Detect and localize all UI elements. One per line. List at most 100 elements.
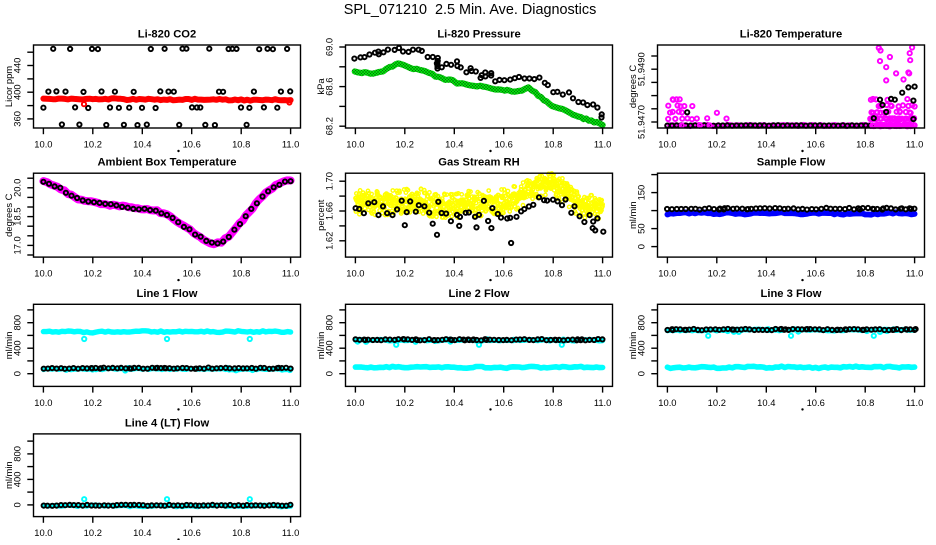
- svg-text:10.2: 10.2: [84, 268, 102, 279]
- svg-text:440: 440: [12, 58, 23, 74]
- svg-text:800: 800: [636, 315, 647, 331]
- svg-text:10.8: 10.8: [856, 139, 874, 150]
- svg-text:10.4: 10.4: [133, 139, 151, 150]
- svg-text:17.0: 17.0: [12, 236, 23, 254]
- svg-text:10.8: 10.8: [544, 139, 562, 150]
- svg-text:10.4: 10.4: [133, 268, 151, 279]
- svg-text:Line 3 Flow: Line 3 Flow: [761, 288, 822, 300]
- svg-text:10.0: 10.0: [658, 397, 676, 408]
- svg-text:10.8: 10.8: [232, 139, 250, 150]
- svg-text:Gas Stream RH: Gas Stream RH: [438, 157, 519, 169]
- svg-text:10.6: 10.6: [495, 139, 513, 150]
- svg-text:10.8: 10.8: [544, 397, 562, 408]
- svg-text:10.6: 10.6: [807, 397, 825, 408]
- svg-text:800: 800: [324, 315, 335, 331]
- svg-text:10.6: 10.6: [495, 268, 513, 279]
- svg-text:10.8: 10.8: [544, 268, 562, 279]
- svg-text:10.0: 10.0: [34, 139, 52, 150]
- svg-text:degrees C: degrees C: [627, 65, 638, 108]
- svg-text:10.6: 10.6: [807, 268, 825, 279]
- svg-text:69.0: 69.0: [324, 38, 335, 56]
- svg-text:10.2: 10.2: [708, 397, 726, 408]
- svg-text:18.5: 18.5: [12, 207, 23, 225]
- svg-text:11.0: 11.0: [906, 139, 924, 150]
- svg-text:Line 2 Flow: Line 2 Flow: [449, 288, 510, 300]
- svg-text:400: 400: [324, 340, 335, 356]
- svg-text:10.8: 10.8: [232, 397, 250, 408]
- svg-text:11.0: 11.0: [906, 268, 924, 279]
- svg-text:10.8: 10.8: [232, 268, 250, 279]
- svg-text:400: 400: [636, 340, 647, 356]
- svg-text:10.0: 10.0: [346, 139, 364, 150]
- svg-text:10.8: 10.8: [856, 268, 874, 279]
- svg-text:11.0: 11.0: [906, 397, 924, 408]
- svg-text:150: 150: [636, 185, 647, 201]
- svg-text:Li-820 CO2: Li-820 CO2: [138, 29, 196, 41]
- svg-text:degrees C: degrees C: [3, 193, 14, 236]
- svg-text:ml/min: ml/min: [627, 332, 638, 360]
- svg-text:1.66: 1.66: [324, 202, 335, 220]
- svg-text:ml/min: ml/min: [3, 332, 14, 360]
- svg-text:51.9470: 51.9470: [636, 105, 647, 139]
- svg-text:10.0: 10.0: [34, 397, 52, 408]
- svg-text:Licor ppm: Licor ppm: [3, 66, 14, 107]
- svg-text:360: 360: [12, 111, 23, 127]
- svg-text:11.0: 11.0: [594, 139, 612, 150]
- svg-text:11.0: 11.0: [594, 397, 612, 408]
- svg-text:0: 0: [12, 502, 23, 507]
- svg-text:10.2: 10.2: [396, 268, 414, 279]
- svg-text:10.0: 10.0: [34, 268, 52, 279]
- svg-text:Line 1 Flow: Line 1 Flow: [137, 288, 198, 300]
- svg-text:800: 800: [12, 315, 23, 331]
- svg-text:ml/min: ml/min: [3, 461, 14, 489]
- svg-text:11.0: 11.0: [594, 268, 612, 279]
- svg-text:800: 800: [12, 446, 23, 462]
- svg-text:10.4: 10.4: [757, 397, 775, 408]
- svg-text:10.6: 10.6: [495, 397, 513, 408]
- svg-text:10.4: 10.4: [445, 268, 463, 279]
- svg-text:0: 0: [636, 244, 647, 249]
- svg-text:10.4: 10.4: [445, 139, 463, 150]
- svg-text:10.0: 10.0: [346, 268, 364, 279]
- svg-text:10.2: 10.2: [84, 527, 102, 538]
- svg-text:51.9490: 51.9490: [636, 52, 647, 86]
- svg-text:10.2: 10.2: [708, 268, 726, 279]
- svg-text:0: 0: [636, 371, 647, 376]
- svg-text:10.0: 10.0: [34, 527, 52, 538]
- svg-text:10.2: 10.2: [84, 139, 102, 150]
- svg-text:kPa: kPa: [315, 78, 326, 95]
- svg-text:11.0: 11.0: [282, 397, 300, 408]
- svg-text:10.0: 10.0: [658, 268, 676, 279]
- svg-text:11.0: 11.0: [282, 139, 300, 150]
- svg-text:ml/min: ml/min: [627, 201, 638, 229]
- svg-text:Line 4 (LT) Flow: Line 4 (LT) Flow: [125, 417, 210, 429]
- svg-text:10.6: 10.6: [183, 268, 201, 279]
- svg-text:10.2: 10.2: [708, 139, 726, 150]
- svg-text:20.0: 20.0: [12, 179, 23, 197]
- svg-text:10.2: 10.2: [396, 397, 414, 408]
- svg-text:10.2: 10.2: [396, 139, 414, 150]
- svg-text:10.8: 10.8: [856, 397, 874, 408]
- svg-text:10.4: 10.4: [445, 397, 463, 408]
- svg-text:0: 0: [12, 371, 23, 376]
- svg-text:percent: percent: [315, 199, 326, 231]
- svg-text:Li-820 Pressure: Li-820 Pressure: [437, 29, 520, 41]
- svg-text:10.0: 10.0: [346, 397, 364, 408]
- svg-text:50: 50: [636, 223, 647, 233]
- svg-text:11.0: 11.0: [282, 527, 300, 538]
- svg-text:10.2: 10.2: [84, 397, 102, 408]
- svg-text:Li-820 Temperature: Li-820 Temperature: [740, 29, 842, 41]
- svg-text:400: 400: [12, 340, 23, 356]
- svg-text:Ambient Box Temperature: Ambient Box Temperature: [97, 157, 236, 169]
- svg-text:68.2: 68.2: [324, 117, 335, 135]
- svg-text:1.70: 1.70: [324, 172, 335, 190]
- svg-text:11.0: 11.0: [282, 268, 300, 279]
- svg-text:10.8: 10.8: [232, 527, 250, 538]
- svg-text:1.62: 1.62: [324, 232, 335, 250]
- svg-text:400: 400: [12, 472, 23, 488]
- svg-text:Sample Flow: Sample Flow: [757, 157, 826, 169]
- svg-text:400: 400: [12, 84, 23, 100]
- svg-text:10.0: 10.0: [658, 139, 676, 150]
- svg-text:10.4: 10.4: [757, 139, 775, 150]
- svg-text:10.6: 10.6: [183, 139, 201, 150]
